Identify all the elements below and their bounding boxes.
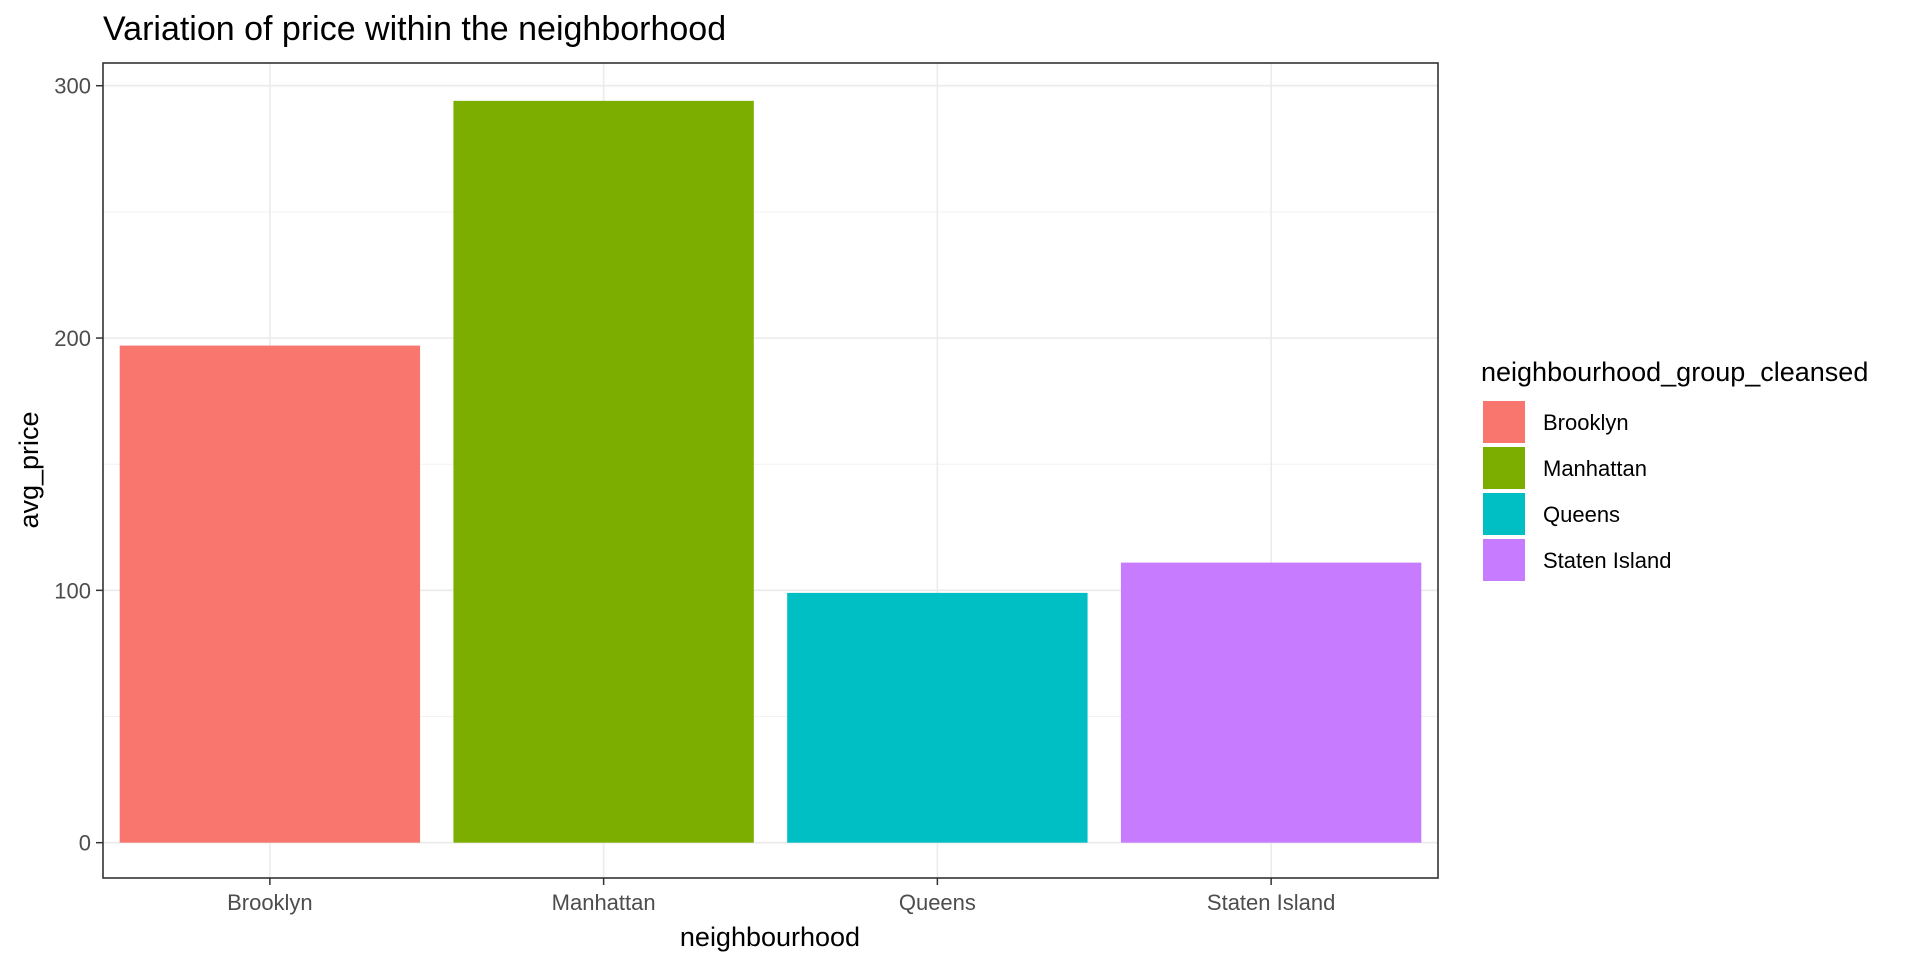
- x-tick-label: Manhattan: [552, 890, 656, 915]
- legend-swatch: [1483, 493, 1525, 535]
- bar-manhattan: [453, 100, 754, 843]
- y-tick-label: 200: [54, 326, 91, 351]
- chart-title: Variation of price within the neighborho…: [103, 10, 726, 48]
- y-tick-label: 0: [79, 831, 91, 856]
- legend-title: neighbourhood_group_cleansed: [1481, 357, 1868, 387]
- x-axis-title: neighbourhood: [680, 922, 860, 952]
- legend-swatch: [1483, 447, 1525, 489]
- bar-brooklyn: [119, 345, 421, 843]
- panel-border: [102, 62, 1439, 879]
- axis-layer: 0 100 200 300 Brooklyn Manhattan Queens Staten …: [54, 74, 1335, 915]
- legend-swatch: [1483, 539, 1525, 581]
- y-axis-title: avg_price: [14, 411, 44, 528]
- bar-queens: [787, 592, 1088, 843]
- bar-staten-island: [1120, 562, 1422, 843]
- x-tick-label: Queens: [899, 890, 976, 915]
- legend-label: Manhattan: [1543, 456, 1647, 481]
- x-tick-label: Brooklyn: [227, 890, 313, 915]
- legend-label: Staten Island: [1543, 548, 1671, 573]
- y-tick-label: 100: [54, 578, 91, 603]
- legend: neighbourhood_group_cleansed Brooklyn Man…: [1481, 357, 1868, 581]
- y-tick-label: 300: [54, 74, 91, 99]
- bar-layer: [119, 100, 1422, 843]
- legend-swatch: [1483, 401, 1525, 443]
- legend-label: Brooklyn: [1543, 410, 1629, 435]
- legend-items: Brooklyn Manhattan Queens Staten Island: [1483, 401, 1671, 581]
- legend-label: Queens: [1543, 502, 1620, 527]
- x-tick-label: Staten Island: [1207, 890, 1335, 915]
